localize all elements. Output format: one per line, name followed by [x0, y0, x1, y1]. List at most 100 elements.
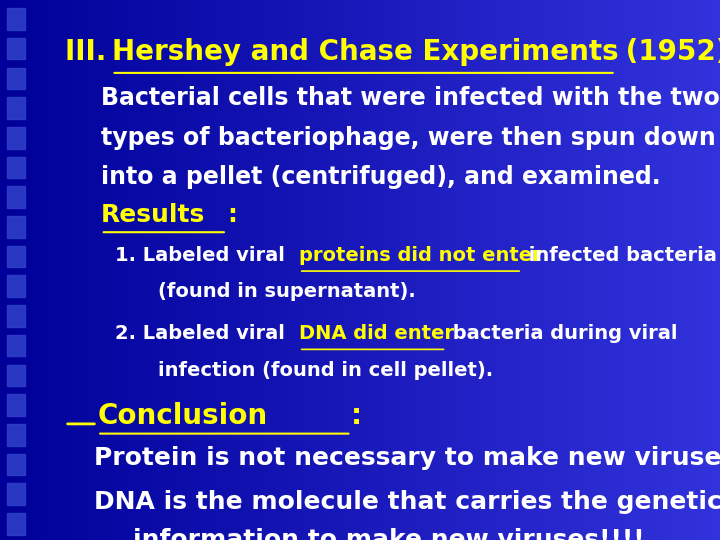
Bar: [7, 97, 25, 119]
Text: proteins did not enter: proteins did not enter: [299, 246, 541, 265]
Bar: [605, 0, 612, 540]
Bar: [295, 0, 302, 540]
Bar: [497, 0, 504, 540]
Bar: [641, 0, 648, 540]
Bar: [662, 0, 670, 540]
Bar: [122, 0, 130, 540]
Bar: [50, 0, 58, 540]
Bar: [396, 0, 403, 540]
Bar: [634, 0, 641, 540]
Bar: [281, 0, 288, 540]
Bar: [274, 0, 281, 540]
Bar: [7, 68, 25, 89]
Bar: [252, 0, 259, 540]
Bar: [367, 0, 374, 540]
Bar: [648, 0, 655, 540]
Bar: [418, 0, 425, 540]
Bar: [612, 0, 619, 540]
Bar: [554, 0, 562, 540]
Bar: [684, 0, 691, 540]
Bar: [22, 0, 29, 540]
Bar: [72, 0, 79, 540]
Bar: [353, 0, 360, 540]
Bar: [454, 0, 461, 540]
Bar: [7, 0, 14, 540]
Text: :: :: [227, 202, 237, 226]
Bar: [432, 0, 439, 540]
Bar: [410, 0, 418, 540]
Bar: [158, 0, 166, 540]
Bar: [490, 0, 497, 540]
Bar: [655, 0, 662, 540]
Text: into a pellet (centrifuged), and examined.: into a pellet (centrifuged), and examine…: [101, 165, 660, 189]
Bar: [425, 0, 432, 540]
Bar: [7, 424, 25, 446]
Text: Bacterial cells that were infected with the two: Bacterial cells that were infected with …: [101, 86, 720, 110]
Bar: [446, 0, 454, 540]
Bar: [180, 0, 187, 540]
Bar: [137, 0, 144, 540]
Text: III.: III.: [65, 38, 116, 66]
Text: types of bacteriophage, were then spun down: types of bacteriophage, were then spun d…: [101, 126, 716, 150]
Bar: [562, 0, 569, 540]
Bar: [7, 454, 25, 475]
Bar: [360, 0, 367, 540]
Bar: [173, 0, 180, 540]
Bar: [677, 0, 684, 540]
Bar: [533, 0, 540, 540]
Text: 1. Labeled viral: 1. Labeled viral: [115, 246, 292, 265]
Bar: [713, 0, 720, 540]
Bar: [209, 0, 216, 540]
Bar: [518, 0, 526, 540]
Bar: [7, 127, 25, 148]
Bar: [706, 0, 713, 540]
Text: (found in supernatant).: (found in supernatant).: [158, 282, 416, 301]
Bar: [439, 0, 446, 540]
Bar: [302, 0, 310, 540]
Text: (1952):: (1952):: [616, 38, 720, 66]
Bar: [144, 0, 151, 540]
Bar: [310, 0, 317, 540]
Bar: [0, 0, 7, 540]
Text: bacteria during viral: bacteria during viral: [446, 324, 678, 343]
Bar: [130, 0, 137, 540]
Bar: [266, 0, 274, 540]
Bar: [7, 275, 25, 297]
Bar: [7, 364, 25, 386]
Bar: [86, 0, 94, 540]
Bar: [382, 0, 389, 540]
Text: DNA did enter: DNA did enter: [299, 324, 454, 343]
Text: Hershey and Chase Experiments: Hershey and Chase Experiments: [112, 38, 618, 66]
Text: 2. Labeled viral: 2. Labeled viral: [115, 324, 292, 343]
Bar: [698, 0, 706, 540]
Bar: [619, 0, 626, 540]
Bar: [7, 246, 25, 267]
Bar: [115, 0, 122, 540]
Bar: [7, 394, 25, 416]
Bar: [403, 0, 410, 540]
Bar: [7, 335, 25, 356]
Bar: [583, 0, 590, 540]
Bar: [331, 0, 338, 540]
Bar: [468, 0, 475, 540]
Bar: [259, 0, 266, 540]
Bar: [482, 0, 490, 540]
Text: Results: Results: [101, 202, 205, 226]
Bar: [7, 483, 25, 505]
Text: infected bacteria: infected bacteria: [522, 246, 717, 265]
Bar: [166, 0, 173, 540]
Bar: [94, 0, 101, 540]
Bar: [194, 0, 202, 540]
Bar: [7, 513, 25, 535]
Text: DNA is the molecule that carries the genetic: DNA is the molecule that carries the gen…: [94, 490, 720, 514]
Bar: [317, 0, 324, 540]
Bar: [504, 0, 511, 540]
Bar: [389, 0, 396, 540]
Bar: [338, 0, 346, 540]
Bar: [7, 186, 25, 208]
Text: information to make new viruses!!!!: information to make new viruses!!!!: [133, 528, 645, 540]
Bar: [569, 0, 576, 540]
Bar: [223, 0, 230, 540]
Bar: [461, 0, 468, 540]
Text: :: :: [351, 402, 362, 430]
